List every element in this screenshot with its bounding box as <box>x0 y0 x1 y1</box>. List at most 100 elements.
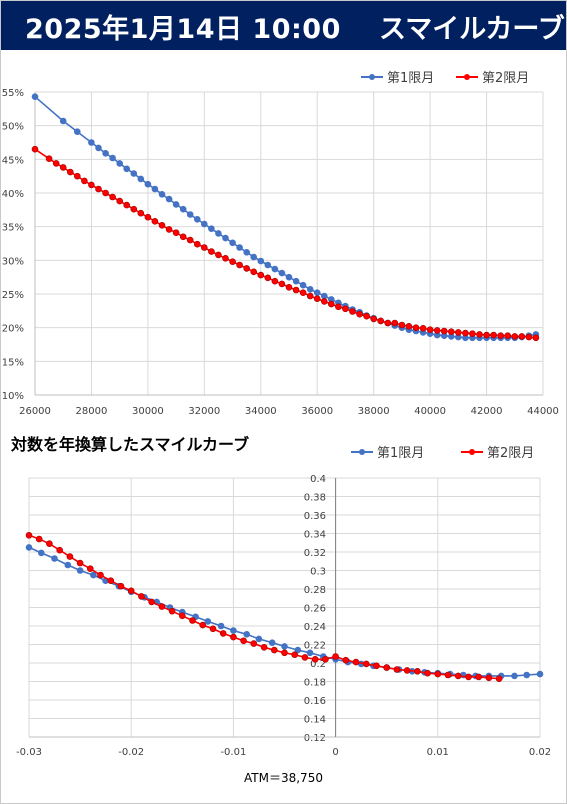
data-point-series-2 <box>222 255 229 262</box>
data-point-series-2 <box>76 559 84 567</box>
data-point-series-2 <box>356 310 363 318</box>
data-point-series-1 <box>523 671 531 679</box>
y-tick-label: 0.12 <box>304 733 326 744</box>
data-point-series-1 <box>179 205 187 213</box>
y-tick-label: 20% <box>2 324 24 335</box>
smile-curve-chart: 10% 15% 20% 25% 30% 35% 40% 45% 50% 55% 26000 28000… <box>2 71 559 417</box>
data-point-series-2 <box>391 319 399 327</box>
data-point-series-1 <box>243 249 250 256</box>
data-point-series-2 <box>107 577 115 584</box>
data-point-series-2 <box>281 649 288 657</box>
data-point-series-1 <box>116 160 123 167</box>
data-point-series-2 <box>102 189 109 197</box>
data-point-series-2 <box>414 668 421 675</box>
x-tick-label: 0.01 <box>427 747 449 758</box>
data-point-series-2 <box>250 640 258 647</box>
data-point-series-2 <box>518 333 526 340</box>
data-point-series-1 <box>229 239 236 247</box>
header-title: スマイルカーブ <box>379 14 565 45</box>
data-point-series-1 <box>130 170 138 177</box>
data-point-series-1 <box>123 165 130 173</box>
data-point-series-2 <box>335 303 342 311</box>
data-point-series-2 <box>208 248 215 255</box>
data-point-series-2 <box>250 268 257 276</box>
data-point-series-1 <box>511 672 518 680</box>
y-tick-label: 0.38 <box>304 493 326 504</box>
y-tick-label: 10% <box>2 391 24 402</box>
data-point-series-1 <box>102 150 109 157</box>
data-point-series-2 <box>291 651 299 658</box>
data-point-series-2 <box>483 331 490 339</box>
y-tick-label: 0.3 <box>310 567 326 578</box>
legend-label-2: 第2限月 <box>487 446 534 461</box>
data-point-series-2 <box>462 329 469 337</box>
data-point-series-2 <box>313 295 321 302</box>
x-tick-label: 26000 <box>19 406 51 417</box>
data-point-series-1 <box>88 139 95 146</box>
data-point-series-2 <box>201 244 208 251</box>
data-point-series-2 <box>405 322 413 330</box>
y-tick-label: 40% <box>2 189 24 200</box>
data-point-series-1 <box>294 646 302 654</box>
data-point-series-2 <box>299 289 307 296</box>
legend-marker-2 <box>464 74 470 80</box>
y-tick-label: 0.22 <box>304 641 326 652</box>
data-point-series-2 <box>243 265 250 272</box>
data-point-series-2 <box>236 261 243 269</box>
series-line-2 <box>34 148 536 339</box>
data-point-series-1 <box>285 273 293 281</box>
x-tick-label: 32000 <box>188 406 220 417</box>
data-point-series-2 <box>116 197 123 205</box>
data-point-series-2 <box>215 251 222 259</box>
data-point-series-2 <box>130 205 138 213</box>
y-tick-label: 0.4 <box>310 474 326 485</box>
data-point-series-2 <box>454 672 462 680</box>
data-point-series-2 <box>403 667 411 674</box>
y-tick-label: 0.2 <box>310 659 326 670</box>
data-point-series-2 <box>257 271 265 279</box>
data-point-series-2 <box>219 630 227 637</box>
y-tick-label: 50% <box>2 122 24 133</box>
data-point-series-1 <box>144 180 152 188</box>
data-point-series-2 <box>52 160 60 167</box>
data-point-series-2 <box>194 240 201 248</box>
data-point-series-1 <box>51 555 58 562</box>
data-point-series-2 <box>485 674 493 682</box>
data-point-series-2 <box>117 582 125 590</box>
data-point-series-2 <box>264 274 272 282</box>
data-point-series-2 <box>59 164 67 171</box>
data-point-series-2 <box>35 535 43 543</box>
legend-label-1: 第1限月 <box>387 71 434 86</box>
header-bar: 2025年1月14日 10:00 スマイルカーブ <box>1 1 566 50</box>
data-point-series-2 <box>74 172 81 180</box>
data-point-series-2 <box>342 656 350 664</box>
data-point-series-2 <box>240 637 247 645</box>
data-point-series-1 <box>186 211 194 218</box>
data-point-series-2 <box>260 644 268 651</box>
data-point-series-1 <box>76 567 84 574</box>
data-point-series-2 <box>454 329 462 336</box>
chart2-title: 対数を年換算したスマイルカーブ <box>11 435 250 454</box>
data-point-series-1 <box>313 289 321 296</box>
data-point-series-2 <box>490 331 497 339</box>
data-point-series-1 <box>64 561 72 569</box>
data-point-series-2 <box>45 155 53 162</box>
y-tick-label: 0.16 <box>304 696 326 707</box>
data-point-series-2 <box>465 673 472 681</box>
series-line-1 <box>34 96 537 339</box>
data-point-series-1 <box>257 257 265 265</box>
data-point-series-2 <box>144 213 152 221</box>
data-point-series-2 <box>377 317 385 325</box>
data-point-series-1 <box>194 216 201 223</box>
data-point-series-2 <box>151 218 159 225</box>
data-point-series-2 <box>31 145 39 153</box>
data-point-series-2 <box>25 532 33 539</box>
data-point-series-2 <box>172 229 180 236</box>
data-point-series-1 <box>151 185 159 193</box>
series-line-1 <box>28 546 541 677</box>
data-point-series-2 <box>384 319 392 327</box>
x-tick-label: 44000 <box>527 406 559 417</box>
x-tick-label: 42000 <box>471 406 503 417</box>
y-tick-label: 0.32 <box>304 548 326 559</box>
